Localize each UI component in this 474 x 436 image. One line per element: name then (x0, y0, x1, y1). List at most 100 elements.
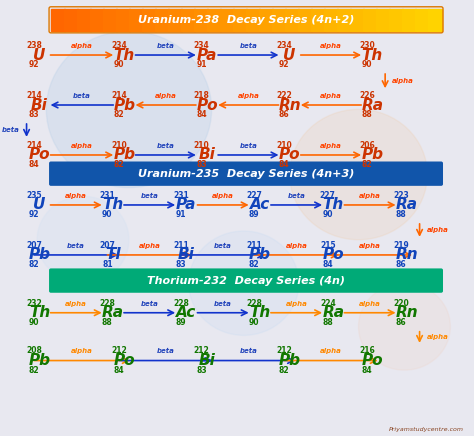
Text: U: U (283, 48, 296, 62)
Text: 90: 90 (322, 210, 333, 219)
Bar (181, 9, 195, 31)
Text: 210: 210 (276, 141, 292, 150)
Bar (129, 9, 143, 31)
Text: 90: 90 (114, 60, 124, 69)
Text: 226: 226 (359, 91, 374, 100)
Bar (194, 9, 208, 31)
Text: 84: 84 (279, 160, 290, 169)
Text: 214: 214 (111, 91, 127, 100)
Text: beta: beta (214, 243, 232, 249)
Text: Thorium-232  Decay Series (4n): Thorium-232 Decay Series (4n) (147, 276, 345, 286)
FancyBboxPatch shape (49, 161, 443, 186)
Text: 218: 218 (193, 91, 210, 100)
Text: alpha: alpha (427, 334, 448, 341)
Text: 82: 82 (28, 260, 39, 269)
Text: 214: 214 (26, 91, 42, 100)
Text: Bi: Bi (178, 248, 195, 262)
Text: 90: 90 (28, 318, 39, 327)
Text: 234: 234 (111, 41, 127, 50)
Text: 90: 90 (362, 60, 372, 69)
Text: alpha: alpha (286, 243, 308, 249)
Bar (168, 9, 182, 31)
Text: beta: beta (141, 301, 158, 307)
Text: 232: 232 (26, 299, 42, 308)
Text: 211: 211 (246, 241, 262, 250)
Text: 207: 207 (26, 241, 42, 250)
Text: Pb: Pb (361, 147, 383, 163)
Text: beta: beta (239, 43, 257, 49)
Text: alpha: alpha (65, 193, 87, 199)
Text: 214: 214 (26, 141, 42, 150)
Text: 92: 92 (279, 60, 290, 69)
Text: Uranium-235  Decay Series (4n+3): Uranium-235 Decay Series (4n+3) (138, 169, 354, 179)
Text: 235: 235 (26, 191, 42, 200)
Text: Ac: Ac (176, 305, 196, 320)
Text: 82: 82 (28, 366, 39, 375)
Text: 92: 92 (28, 210, 39, 219)
Text: U: U (33, 198, 46, 212)
Text: 234: 234 (193, 41, 210, 50)
Text: U: U (33, 48, 46, 62)
Text: 212: 212 (111, 347, 127, 355)
Text: 208: 208 (26, 347, 42, 355)
Text: beta: beta (239, 143, 257, 149)
Text: alpha: alpha (71, 43, 93, 49)
Text: 82: 82 (249, 260, 260, 269)
Bar (350, 9, 364, 31)
Text: Ac: Ac (250, 198, 270, 212)
Bar (415, 9, 429, 31)
Text: 228: 228 (246, 299, 262, 308)
Text: 82: 82 (362, 160, 372, 169)
Text: 210: 210 (111, 141, 127, 150)
Bar (272, 9, 286, 31)
Text: 91: 91 (196, 60, 207, 69)
Bar (246, 9, 260, 31)
Text: 230: 230 (359, 41, 374, 50)
Text: 86: 86 (279, 110, 290, 119)
Text: Po: Po (362, 353, 383, 368)
Text: 90: 90 (249, 318, 260, 327)
Bar (155, 9, 169, 31)
Text: 215: 215 (320, 241, 336, 250)
Text: beta: beta (67, 243, 85, 249)
Bar (389, 9, 403, 31)
Text: Rn: Rn (395, 248, 418, 262)
Text: 84: 84 (362, 366, 372, 375)
Text: beta: beta (157, 143, 174, 149)
Text: beta: beta (214, 301, 232, 307)
Text: Uranium-238  Decay Series (4n+2): Uranium-238 Decay Series (4n+2) (138, 15, 354, 25)
Text: 219: 219 (393, 241, 409, 250)
Text: 83: 83 (175, 260, 186, 269)
Text: Th: Th (249, 305, 271, 320)
Text: Po: Po (279, 147, 301, 163)
Text: 82: 82 (114, 160, 124, 169)
Text: 206: 206 (359, 141, 374, 150)
Text: alpha: alpha (212, 193, 234, 199)
Text: Pb: Pb (28, 353, 50, 368)
Text: 227: 227 (246, 191, 262, 200)
Text: 83: 83 (196, 366, 207, 375)
Text: Pb: Pb (113, 147, 136, 163)
Text: 92: 92 (28, 60, 39, 69)
Text: 231: 231 (100, 191, 115, 200)
Text: 84: 84 (28, 160, 39, 169)
Text: 89: 89 (175, 318, 186, 327)
Bar (90, 9, 104, 31)
Text: 228: 228 (173, 299, 189, 308)
Text: Th: Th (114, 48, 135, 62)
Text: Th: Th (323, 198, 344, 212)
Text: alpha: alpha (155, 93, 177, 99)
Text: Po: Po (114, 353, 135, 368)
Text: 207: 207 (100, 241, 115, 250)
Text: 88: 88 (322, 318, 333, 327)
Bar (142, 9, 156, 31)
Text: Pa: Pa (176, 198, 197, 212)
Text: 91: 91 (175, 210, 186, 219)
Text: 84: 84 (114, 366, 124, 375)
Text: alpha: alpha (286, 301, 308, 307)
Bar (259, 9, 273, 31)
Text: alpha: alpha (320, 43, 342, 49)
Text: alpha: alpha (359, 193, 381, 199)
Text: alpha: alpha (392, 78, 414, 84)
Text: 210: 210 (193, 141, 210, 150)
